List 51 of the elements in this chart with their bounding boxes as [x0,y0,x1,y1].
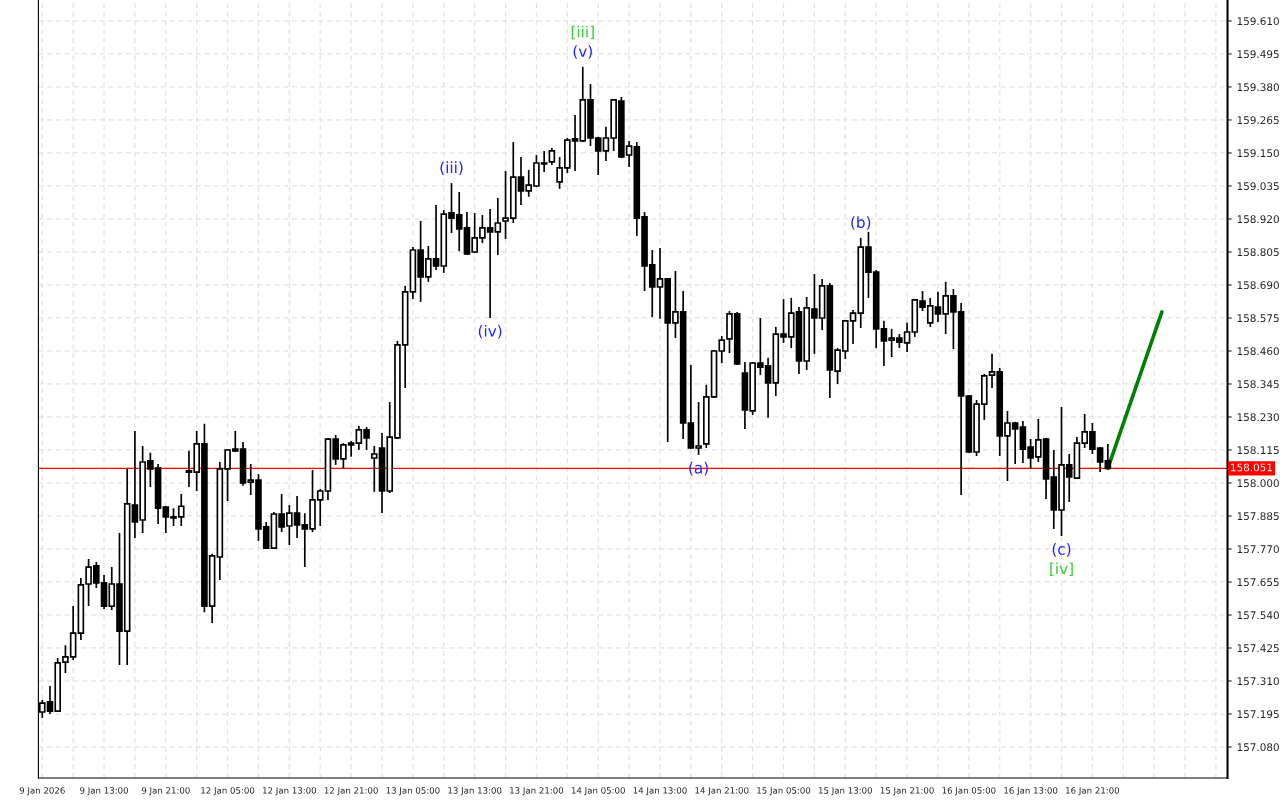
x-tick-label: 14 Jan 05:00 [571,787,625,796]
x-tick-label: 14 Jan 21:00 [695,787,749,796]
y-tick-label: 158.575 [1237,314,1279,323]
y-tick-label: 158.690 [1237,281,1279,290]
y-tick-label: 157.195 [1237,710,1279,719]
y-tick-label: 159.495 [1237,50,1279,59]
x-tick-label: 13 Jan 13:00 [448,787,502,796]
y-tick-label: 157.885 [1237,512,1279,521]
y-tick-label: 159.265 [1237,116,1279,125]
annotation: (v) [573,45,592,59]
x-tick-label: 13 Jan 21:00 [510,787,564,796]
x-tick-label: 12 Jan 21:00 [324,787,378,796]
y-tick-label: 158.230 [1237,413,1279,422]
y-tick-label: 159.380 [1237,83,1279,92]
y-tick-label: 158.115 [1237,446,1279,455]
y-tick-label: 158.000 [1237,479,1279,488]
y-tick-label: 157.425 [1237,644,1279,653]
x-tick-label: 14 Jan 13:00 [633,787,687,796]
x-tick-label: 12 Jan 05:00 [201,787,255,796]
x-tick-label: 15 Jan 13:00 [818,787,872,796]
annotation: (c) [1052,543,1071,557]
x-tick-label: 9 Jan 13:00 [80,787,128,796]
y-tick-label: 157.770 [1237,545,1279,554]
y-tick-label: 159.035 [1237,182,1279,191]
annotation: (iii) [440,161,463,175]
ref-line-label: 158.051 [1231,463,1273,472]
x-tick-label: 15 Jan 21:00 [880,787,934,796]
x-tick-label: 16 Jan 21:00 [1066,787,1120,796]
y-tick-label: 159.610 [1237,17,1279,26]
y-tick-label: 158.345 [1237,380,1279,389]
y-tick-label: 158.920 [1237,215,1279,224]
x-tick-label: 12 Jan 13:00 [263,787,317,796]
x-tick-label: 9 Jan 2026 [19,787,65,796]
annotation: (b) [851,216,871,230]
y-tick-label: 157.655 [1237,578,1279,587]
annotation: [iii] [571,25,594,40]
y-tick-label: 158.805 [1237,248,1279,257]
annotation: [iv] [1050,562,1073,577]
y-tick-label: 157.080 [1237,743,1279,752]
candlestick [1104,443,1112,470]
x-tick-label: 16 Jan 05:00 [942,787,996,796]
y-tick-label: 157.540 [1237,611,1279,620]
x-tick-label: 9 Jan 21:00 [141,787,190,796]
y-tick-label: 158.460 [1237,347,1279,356]
x-tick-label: 13 Jan 05:00 [386,787,440,796]
x-tick-label: 15 Jan 05:00 [757,787,811,796]
y-tick-label: 157.310 [1237,677,1279,686]
candlestick [494,197,502,256]
x-tick-label: 16 Jan 13:00 [1004,787,1058,796]
y-tick-label: 159.150 [1237,149,1279,158]
annotation: (iv) [478,324,502,339]
